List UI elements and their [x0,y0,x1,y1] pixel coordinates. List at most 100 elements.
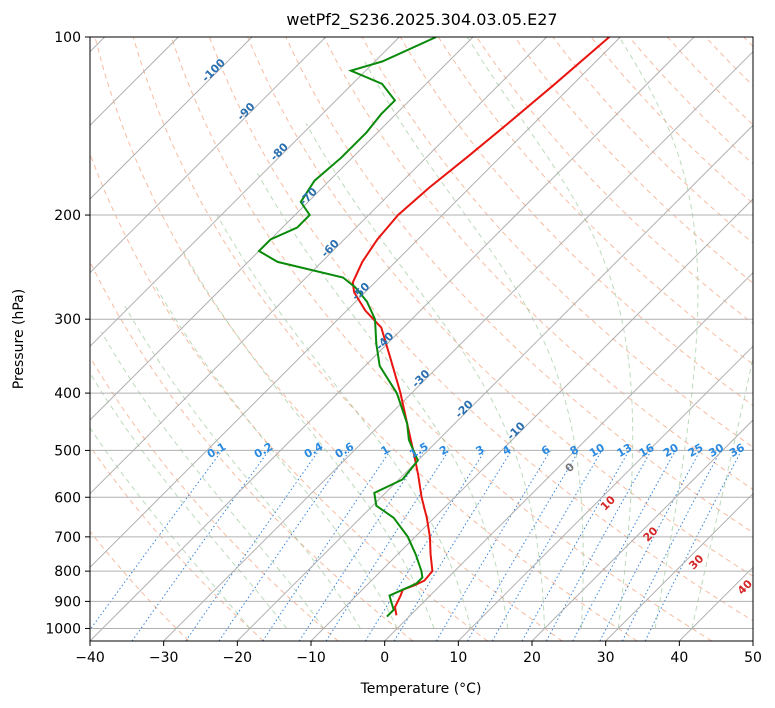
y-tick-label: 1000 [45,621,81,637]
isotherm-line [90,37,253,200]
mixing-ratio-label: 0.2 [252,440,275,461]
dry-adiabat-line [667,37,753,126]
mixing-ratio-label: 13 [615,441,635,460]
isotherm-label: -60 [319,237,342,260]
isotherm-line [236,124,753,641]
dry-adiabat-line [705,37,753,87]
mixing-ratio-line [435,450,552,641]
x-tick-label: −30 [149,650,179,666]
isotherm-line [90,37,474,421]
dry-adiabat-line [247,37,753,577]
y-tick-label: 500 [54,443,81,459]
moist-adiabat-line [691,355,753,629]
moist-adiabat-line [124,305,361,629]
dry-adiabat-line [90,260,414,641]
y-tick-label: 300 [54,312,81,328]
moist-adiabat-line [90,372,288,629]
chart-title: wetPf2_S236.2025.304.03.05.E27 [286,10,557,30]
mixing-ratio-line [521,450,630,641]
mixing-ratio-line [599,450,701,641]
mixing-ratio-line [364,450,486,641]
mixing-ratio-line [545,450,652,641]
x-tick-label: −10 [296,650,326,666]
dry-adiabat-line [514,37,753,284]
mixing-ratio-line [491,450,603,641]
moist-adiabat-label: 0 [563,460,578,475]
mixing-ratio-label: 16 [637,441,657,460]
moist-adiabat-line [100,331,324,629]
mixing-ratio-label: 30 [706,441,726,460]
isotherm-line [457,345,753,641]
x-tick-label: −40 [75,650,105,666]
dry-adiabat-line [132,37,638,641]
isotherm-line [384,271,753,641]
moist-adiabat-label: 40 [735,577,755,597]
isotherm-label: -100 [199,56,228,85]
y-tick-label: 100 [54,30,81,46]
dry-adiabat-line [170,37,712,641]
y-tick-label: 400 [54,386,81,402]
mixing-ratio-label: 0.4 [302,440,326,461]
x-tick-label: 0 [380,650,389,666]
isotherm-label: -20 [453,397,476,420]
moist-adiabat-line [90,426,251,629]
mixing-ratio-line [325,450,450,641]
mixing-ratio-line [467,450,580,641]
moist-adiabat-line [216,214,472,629]
x-tick-label: 20 [523,650,541,666]
mixing-ratio-label: 0.6 [333,440,357,461]
mixing-ratio-line [262,450,391,641]
moist-adiabat-line [618,37,699,629]
y-axis-title: Pressure (hPa) [11,289,27,389]
isotherm-line [752,640,753,641]
dry-adiabat-line [399,37,753,406]
dry-adiabat-line [90,152,488,641]
y-axis: 100 200 300 400 500 600 700 800 900 1000 [45,30,90,637]
moist-adiabat-line [466,37,634,629]
isotherm-line [531,419,753,641]
mixing-ratio-line [131,450,270,641]
moist-adiabat-line [305,123,545,629]
y-tick-label: 700 [54,530,81,546]
dry-adiabat-line [285,37,753,534]
dry-adiabat-line [437,37,753,365]
moist-adiabat-line [364,61,584,629]
x-tick-label: 30 [597,650,615,666]
dry-adiabat-line [323,37,753,491]
isotherm-line [90,37,327,274]
y-tick-label: 600 [54,490,81,506]
x-tick-label: 40 [670,650,688,666]
x-tick-label: 10 [449,650,467,666]
moist-adiabat-line [257,173,509,629]
grid-lines [90,37,753,641]
isotherm-line [678,566,753,641]
x-tick-label: −20 [223,650,253,666]
moist-adiabat-line [152,282,398,629]
isotherm-line [163,50,753,641]
mixing-ratio-label: 20 [661,441,681,460]
isotherm-label: -10 [505,419,528,442]
dewpoint-line [257,37,437,618]
mixing-ratio-label: 36 [727,441,747,460]
isotherm-line [90,37,695,641]
dry-adiabat-line [552,37,753,244]
mixing-ratio-label: 10 [587,441,607,460]
mixing-ratio-label: 25 [686,441,706,460]
y-tick-label: 800 [54,564,81,580]
moist-adiabat-line [182,250,435,629]
moist-adiabat-label: 10 [598,493,618,513]
x-tick-label: 50 [744,650,762,666]
dry-adiabat-line [94,37,563,641]
y-tick-label: 200 [54,208,81,224]
dry-adiabat-line [90,445,264,641]
isotherm-line [90,37,400,348]
y-tick-label: 900 [54,594,81,610]
data-lines [257,37,610,618]
mixing-ratio-line [572,450,676,641]
mixing-ratio-line [218,450,351,641]
dry-adiabat-line [590,37,753,205]
x-axis-title: Temperature (°C) [360,681,482,697]
isotherm-label: -30 [409,367,432,390]
